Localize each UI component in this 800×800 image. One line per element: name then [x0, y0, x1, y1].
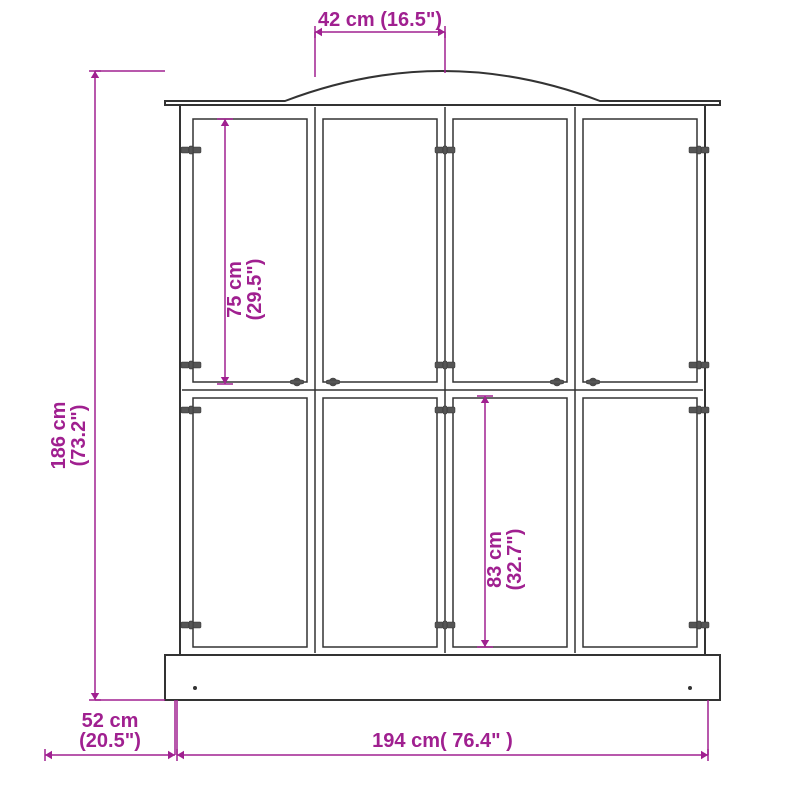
svg-text:75 cm: 75 cm — [224, 261, 246, 318]
svg-text:(29.5"): (29.5") — [244, 259, 266, 321]
svg-text:186 cm: 186 cm — [48, 402, 70, 470]
svg-text:(73.2"): (73.2") — [68, 405, 90, 467]
svg-text:(32.7"): (32.7") — [504, 529, 526, 591]
svg-text:(20.5"): (20.5") — [79, 730, 141, 752]
svg-text:52 cm: 52 cm — [82, 710, 139, 732]
svg-text:194 cm( 76.4" ): 194 cm( 76.4" ) — [372, 730, 513, 752]
svg-text:83 cm: 83 cm — [484, 531, 506, 588]
svg-text:42 cm (16.5"): 42 cm (16.5") — [318, 9, 442, 31]
